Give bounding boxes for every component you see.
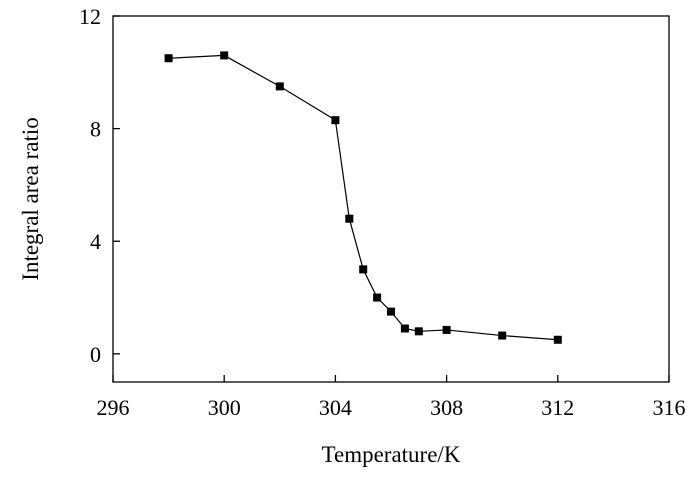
data-point [345,214,354,223]
data-point [387,307,395,316]
x-tick-label: 304 [319,395,352,420]
y-tick-label: 4 [90,229,101,254]
data-point [414,327,423,336]
plot-border [112,15,670,383]
x-tick-label: 296 [97,395,130,420]
plot-frame [112,15,670,383]
series-line [168,54,558,341]
x-tick-label: 300 [208,395,241,420]
data-point [220,51,229,60]
y-axis-ticks: 0 4 8 12 [79,4,120,367]
y-tick-label: 0 [90,342,101,367]
series [164,51,562,344]
x-axis-label: Temperature/K [322,442,461,467]
data-point [164,54,173,63]
data-point [359,265,368,274]
data-point [553,335,562,344]
data-point [442,325,451,334]
y-tick-label: 8 [90,117,101,142]
data-point [400,324,409,333]
x-tick-label: 312 [541,395,574,420]
data-point [331,116,340,125]
data-point [373,293,382,302]
y-axis-label: Integral area ratio [18,117,43,280]
y-tick-label: 12 [79,4,101,29]
x-tick-label: 308 [430,395,463,420]
data-point [498,331,507,340]
x-axis-ticks: 296 300 304 308 312 316 [97,375,686,420]
data-point [275,82,284,91]
x-tick-label: 316 [653,395,686,420]
